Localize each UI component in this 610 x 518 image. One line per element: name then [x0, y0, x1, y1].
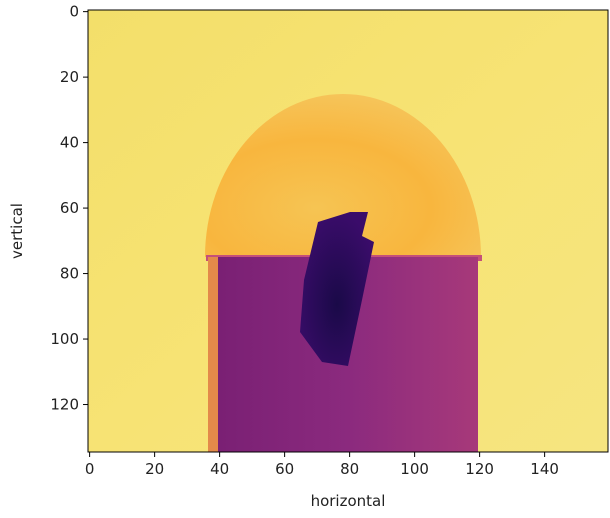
x-tick-label: 20 [145, 460, 164, 478]
y-tick-label: 0 [69, 3, 79, 21]
axes-frame [87, 9, 609, 453]
x-tick-label: 120 [465, 460, 494, 478]
y-axis-label: vertical [8, 203, 26, 259]
x-tick-label: 140 [530, 460, 559, 478]
cup-wall [208, 257, 218, 452]
dome-region [205, 94, 481, 257]
x-tick-label: 0 [85, 460, 95, 478]
y-tick-label: 80 [60, 265, 79, 283]
y-tick-label: 100 [50, 330, 79, 348]
x-tick-label: 40 [210, 460, 229, 478]
y-tick-label: 20 [60, 68, 79, 86]
y-tick-label: 40 [60, 134, 79, 152]
y-tick-label: 120 [50, 396, 79, 414]
x-tick-label: 80 [340, 460, 359, 478]
x-tick-label: 100 [400, 460, 429, 478]
x-tick-label: 60 [275, 460, 294, 478]
x-axis-label: horizontal [311, 492, 386, 510]
y-tick-label: 60 [60, 199, 79, 217]
dark-object [300, 212, 374, 366]
image [88, 10, 608, 452]
